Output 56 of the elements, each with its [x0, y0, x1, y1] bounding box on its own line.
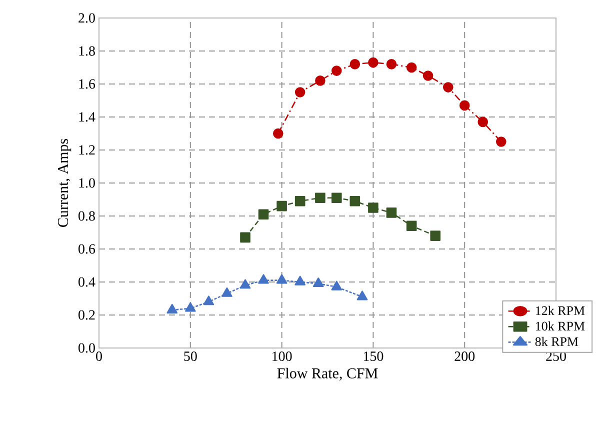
- point: [350, 196, 360, 206]
- point: [240, 232, 250, 243]
- point: [331, 192, 342, 203]
- legend-label: 12k RPM: [536, 306, 585, 315]
- point: [422, 70, 434, 81]
- point: [356, 290, 368, 300]
- point: [430, 230, 440, 241]
- point: [258, 274, 269, 284]
- point: [442, 82, 454, 92]
- point: [331, 66, 342, 76]
- y-axis-title: Current, Amps: [58, 138, 72, 227]
- y-tick-label: 0.2: [78, 310, 95, 320]
- x-tick-label: 150: [364, 352, 384, 361]
- point: [496, 136, 506, 147]
- point: [294, 87, 306, 98]
- y-tick-label: 0.4: [78, 277, 96, 287]
- y-tick-label: 0.6: [78, 244, 96, 254]
- point: [350, 59, 360, 70]
- point: [406, 220, 417, 232]
- point: [276, 274, 288, 284]
- y-tick-label: 1.2: [79, 145, 95, 155]
- point: [368, 57, 378, 68]
- point: [240, 279, 251, 289]
- point: [222, 287, 232, 297]
- point: [294, 276, 306, 286]
- point: [331, 280, 342, 290]
- y-tick-label: 2.0: [78, 13, 95, 23]
- point: [315, 192, 326, 203]
- legend-label: 8k RPM: [535, 336, 578, 346]
- y-tick-label: 0.8: [78, 211, 95, 221]
- point: [386, 59, 397, 70]
- x-tick-label: 200: [454, 352, 475, 361]
- x-tick-label: 100: [272, 352, 292, 361]
- y-tick-label: 1.0: [79, 178, 95, 188]
- point: [386, 208, 397, 218]
- legend-label: 10k RPM: [536, 321, 585, 331]
- x-tick-label: 0: [96, 352, 102, 361]
- point: [368, 202, 378, 213]
- point: [459, 100, 470, 111]
- point: [184, 302, 196, 312]
- x-axis-title: Flow Rate, CFM: [277, 368, 378, 381]
- point: [203, 296, 214, 306]
- y-tick-label: 1.6: [79, 79, 96, 89]
- point: [294, 196, 306, 206]
- point: [258, 209, 269, 220]
- x-tick-label: 50: [184, 352, 197, 361]
- point: [276, 200, 287, 212]
- point: [272, 128, 284, 139]
- y-tick-label: 0.0: [78, 343, 95, 353]
- y-tick-label: 1.8: [79, 46, 95, 56]
- y-tick-label: 1.4: [79, 112, 96, 122]
- point: [166, 304, 178, 314]
- point: [406, 62, 417, 73]
- point: [315, 76, 326, 86]
- point: [478, 116, 488, 128]
- point: [312, 277, 324, 288]
